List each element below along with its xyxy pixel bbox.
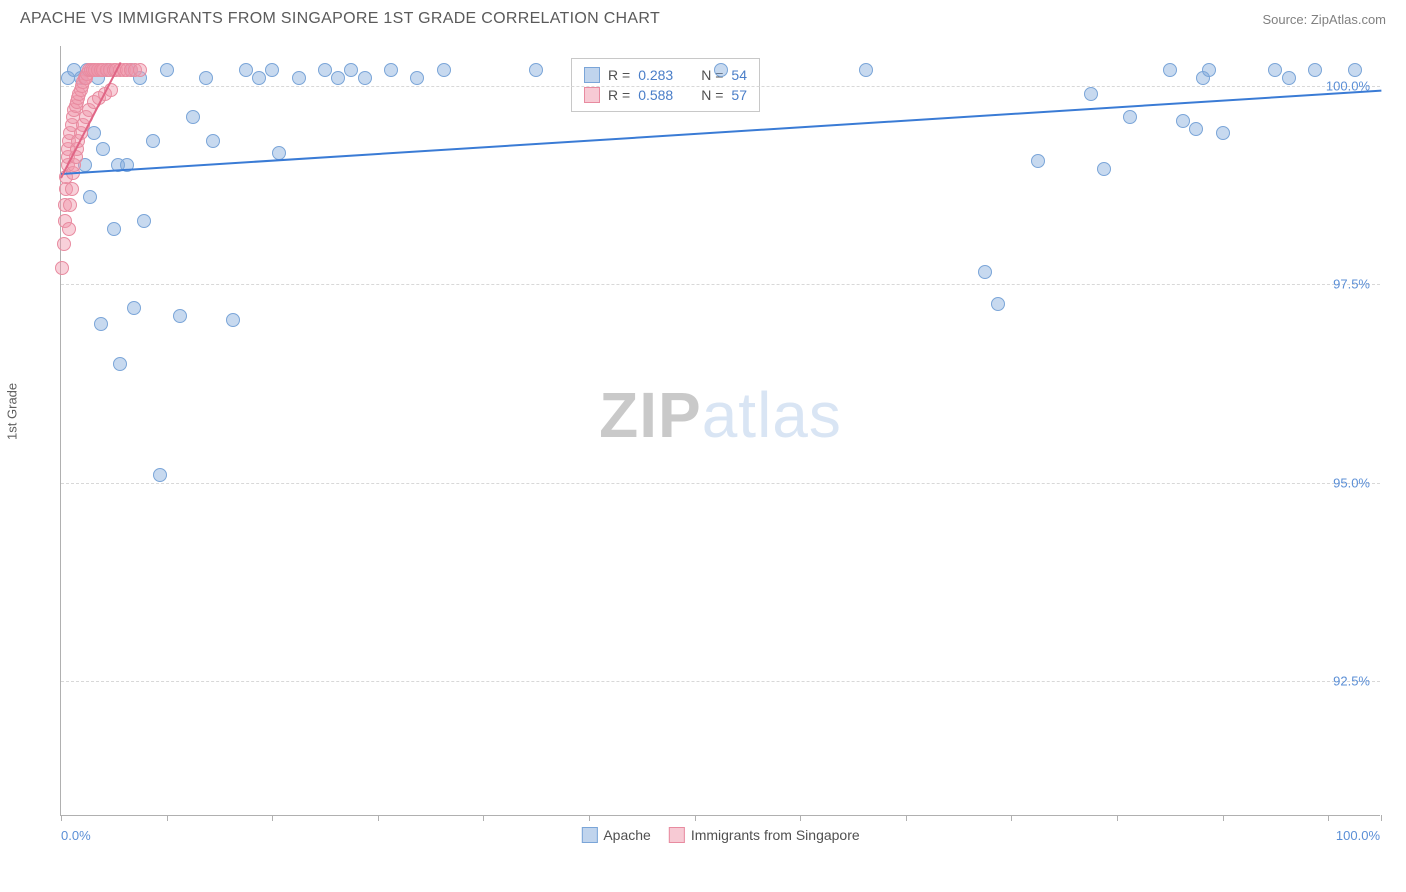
y-tick-label: 92.5% xyxy=(1333,674,1370,689)
gridline xyxy=(61,681,1380,682)
source-label: Source: ZipAtlas.com xyxy=(1262,12,1386,27)
x-tick xyxy=(61,815,62,821)
data-point xyxy=(1031,154,1045,168)
data-point xyxy=(226,313,240,327)
gridline xyxy=(61,483,1380,484)
data-point xyxy=(318,63,332,77)
data-point xyxy=(292,71,306,85)
x-tick xyxy=(1381,815,1382,821)
data-point xyxy=(1282,71,1296,85)
data-point xyxy=(1176,114,1190,128)
data-point xyxy=(529,63,543,77)
data-point xyxy=(1084,87,1098,101)
x-tick xyxy=(906,815,907,821)
data-point xyxy=(199,71,213,85)
data-point xyxy=(344,63,358,77)
x-tick xyxy=(800,815,801,821)
data-point xyxy=(113,357,127,371)
r-label: R = xyxy=(608,87,630,103)
x-tick xyxy=(1223,815,1224,821)
x-tick xyxy=(695,815,696,821)
n-value: 54 xyxy=(731,67,747,83)
legend-label: Apache xyxy=(603,827,650,843)
header: APACHE VS IMMIGRANTS FROM SINGAPORE 1ST … xyxy=(0,0,1406,36)
data-point xyxy=(1123,110,1137,124)
x-axis-min-label: 0.0% xyxy=(61,828,91,843)
y-tick-label: 95.0% xyxy=(1333,475,1370,490)
data-point xyxy=(83,190,97,204)
data-point xyxy=(186,110,200,124)
data-point xyxy=(94,317,108,331)
data-point xyxy=(65,182,79,196)
data-point xyxy=(146,134,160,148)
watermark-light: atlas xyxy=(702,379,842,451)
data-point xyxy=(1189,122,1203,136)
r-value: 0.283 xyxy=(638,67,673,83)
x-tick xyxy=(589,815,590,821)
data-point xyxy=(1268,63,1282,77)
data-point xyxy=(160,63,174,77)
data-point xyxy=(239,63,253,77)
x-tick xyxy=(378,815,379,821)
x-tick xyxy=(167,815,168,821)
data-point xyxy=(265,63,279,77)
series-legend-item: Immigrants from Singapore xyxy=(669,827,860,843)
data-point xyxy=(107,222,121,236)
gridline xyxy=(61,284,1380,285)
x-tick xyxy=(483,815,484,821)
data-point xyxy=(714,63,728,77)
data-point xyxy=(1216,126,1230,140)
n-value: 57 xyxy=(731,87,747,103)
r-value: 0.588 xyxy=(638,87,673,103)
data-point xyxy=(57,237,71,251)
x-axis-max-label: 100.0% xyxy=(1336,828,1380,843)
legend-swatch xyxy=(669,827,685,843)
legend-swatch xyxy=(584,87,600,103)
r-label: R = xyxy=(608,67,630,83)
data-point xyxy=(206,134,220,148)
plot-area: ZIPatlas R =0.283N =54R =0.588N =57 0.0%… xyxy=(60,46,1380,816)
data-point xyxy=(331,71,345,85)
data-point xyxy=(1202,63,1216,77)
data-point xyxy=(437,63,451,77)
data-point xyxy=(991,297,1005,311)
data-point xyxy=(859,63,873,77)
data-point xyxy=(133,63,147,77)
chart-container: 1st Grade ZIPatlas R = 0.283 N = 54 R = 0.588… xyxy=(0,36,1406,886)
watermark: ZIPatlas xyxy=(599,378,842,452)
data-point xyxy=(173,309,187,323)
data-point xyxy=(384,63,398,77)
data-point xyxy=(252,71,266,85)
y-tick-label: 97.5% xyxy=(1333,277,1370,292)
data-point xyxy=(1163,63,1177,77)
data-point xyxy=(55,261,69,275)
series-legend-item: Apache xyxy=(581,827,650,843)
data-point xyxy=(1308,63,1322,77)
series-legend: Apache Immigrants from Singapore xyxy=(581,827,859,843)
data-point xyxy=(153,468,167,482)
y-axis-label: 1st Grade xyxy=(5,383,20,440)
data-point xyxy=(410,71,424,85)
data-point xyxy=(978,265,992,279)
data-point xyxy=(127,301,141,315)
x-tick xyxy=(1328,815,1329,821)
data-point xyxy=(1097,162,1111,176)
data-point xyxy=(358,71,372,85)
data-point xyxy=(137,214,151,228)
gridline xyxy=(61,86,1380,87)
data-point xyxy=(1348,63,1362,77)
chart-title: APACHE VS IMMIGRANTS FROM SINGAPORE 1ST … xyxy=(20,10,660,28)
data-point xyxy=(96,142,110,156)
x-tick xyxy=(1117,815,1118,821)
legend-swatch xyxy=(584,67,600,83)
n-label: N = xyxy=(701,87,723,103)
data-point xyxy=(62,222,76,236)
watermark-bold: ZIP xyxy=(599,379,702,451)
x-tick xyxy=(1011,815,1012,821)
data-point xyxy=(63,198,77,212)
legend-label: Immigrants from Singapore xyxy=(691,827,860,843)
legend-swatch xyxy=(581,827,597,843)
x-tick xyxy=(272,815,273,821)
legend-row: R = 0.588 N = 57 xyxy=(584,85,747,105)
